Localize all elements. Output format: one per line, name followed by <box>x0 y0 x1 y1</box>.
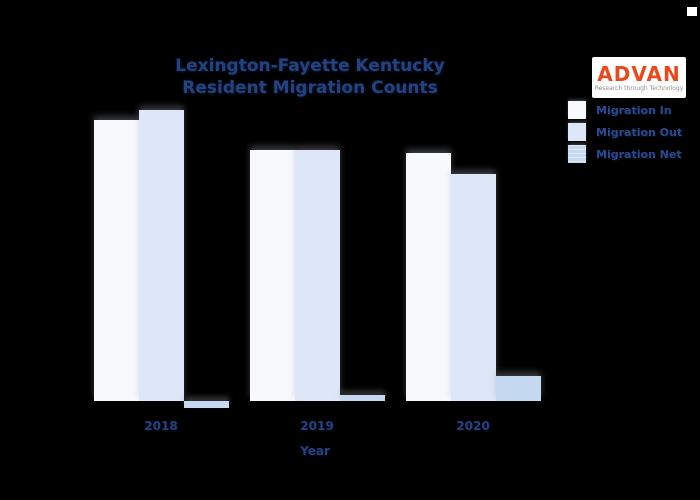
bar-migration-out-2020 <box>450 173 496 401</box>
legend-item-migration-in: Migration In <box>568 101 682 119</box>
bar-migration-in-2020 <box>405 152 451 401</box>
x-axis-label: Year <box>300 444 330 458</box>
corner-mark <box>687 7 697 16</box>
x-tick-2020: 2020 <box>456 419 490 433</box>
advan-logo-tagline: Research through Technology <box>594 84 684 92</box>
bar-migration-net-2018 <box>183 401 229 408</box>
legend-item-migration-net: Migration Net <box>568 145 682 163</box>
chart-title-line1: Lexington-Fayette Kentucky <box>175 56 445 76</box>
bar-migration-out-2018 <box>138 110 184 401</box>
legend: Migration In Migration Out Migration Net <box>568 101 682 167</box>
legend-item-migration-out: Migration Out <box>568 123 682 141</box>
bar-migration-in-2019 <box>249 150 295 401</box>
bar-migration-net-2019 <box>339 395 385 401</box>
bar-migration-out-2019 <box>294 150 340 401</box>
x-tick-2018: 2018 <box>144 419 178 433</box>
legend-label-migration-out: Migration Out <box>596 125 683 139</box>
legend-label-migration-net: Migration Net <box>596 147 682 161</box>
bar-migration-in-2018 <box>93 119 139 401</box>
advan-logo: ADVAN Research through Technology <box>592 57 686 98</box>
bar-migration-net-2020 <box>495 376 541 401</box>
advan-logo-text: ADVAN <box>597 61 681 86</box>
x-tick-2019: 2019 <box>300 419 334 433</box>
legend-swatch-migration-net <box>568 145 586 163</box>
legend-swatch-migration-in <box>568 101 586 119</box>
legend-label-migration-in: Migration In <box>596 103 672 117</box>
chart-title: Lexington-Fayette Kentucky Resident Migr… <box>60 55 560 99</box>
chart-title-line2: Resident Migration Counts <box>182 78 438 98</box>
legend-swatch-migration-out <box>568 123 586 141</box>
